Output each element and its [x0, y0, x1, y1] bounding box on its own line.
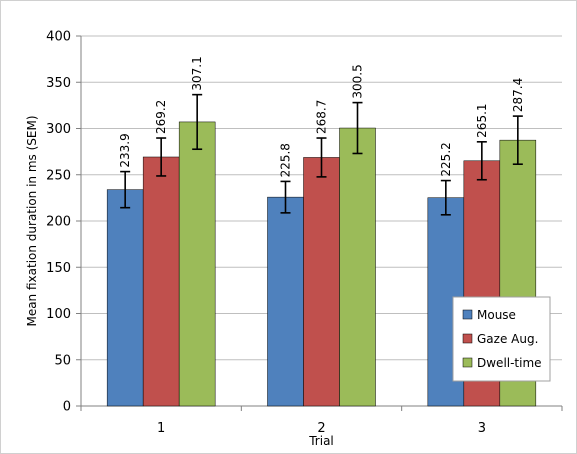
x-tick-label: 1: [157, 421, 165, 436]
legend-label: Gaze Aug.: [477, 332, 538, 346]
bar: [142, 156, 180, 407]
data-label: 268.7: [315, 100, 329, 134]
y-tick-label: 50: [54, 353, 71, 368]
x-axis-title: Trial: [308, 434, 334, 448]
data-label: 225.2: [439, 142, 453, 176]
y-tick-label: 150: [46, 261, 71, 276]
data-label: 225.8: [279, 143, 293, 177]
data-label: 307.1: [190, 56, 204, 90]
bar: [303, 157, 340, 407]
y-tick-label: 400: [46, 30, 71, 45]
data-label: 265.1: [475, 103, 489, 137]
data-label: 300.5: [351, 64, 365, 98]
x-tick-label: 2: [317, 421, 325, 436]
y-tick-label: 200: [46, 215, 71, 230]
data-label: 233.9: [118, 133, 132, 167]
legend-swatch: [462, 309, 473, 320]
bar: [106, 189, 144, 407]
bar: [339, 127, 376, 407]
legend-swatch: [462, 333, 473, 344]
y-tick-label: 350: [46, 76, 71, 91]
legend-swatch: [462, 357, 473, 368]
legend-label: Dwell-time: [477, 356, 542, 370]
data-label: 287.4: [511, 78, 525, 112]
x-tick-label: 3: [478, 421, 486, 436]
y-tick-label: 100: [46, 307, 71, 322]
data-label: 269.2: [154, 100, 168, 134]
legend-label: Mouse: [477, 308, 516, 322]
y-tick-label: 0: [63, 400, 71, 415]
y-tick-label: 300: [46, 122, 71, 137]
y-axis-title: Mean fixation duration in ms (SEM): [25, 115, 39, 326]
bar: [178, 121, 216, 407]
bar: [267, 196, 304, 407]
y-tick-label: 250: [46, 168, 71, 183]
